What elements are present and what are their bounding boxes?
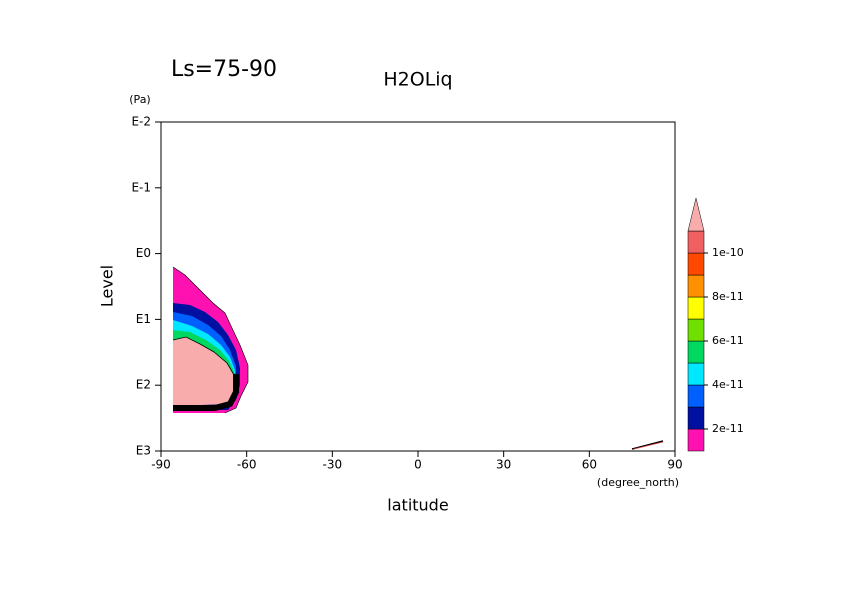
y-tick-label: E1 — [136, 312, 151, 326]
y-tick-label: E0 — [136, 246, 151, 260]
chart-title: H2OLiq — [383, 69, 452, 91]
colorbar-tick-label: 4e-11 — [712, 378, 744, 391]
colorbar-segment — [687, 428, 705, 452]
x-tick-label: -30 — [323, 458, 343, 472]
subtitle: Ls=75-90 — [171, 57, 277, 82]
x-unit: (degree_north) — [597, 476, 679, 489]
y-tick-label: E3 — [136, 444, 151, 458]
contour-fill — [173, 337, 234, 406]
y-tick-label: E-1 — [131, 180, 151, 194]
x-tick-label: 30 — [496, 458, 511, 472]
y-tick-label: E2 — [136, 378, 151, 392]
x-tick-label: -90 — [151, 458, 171, 472]
colorbar-segment — [687, 252, 705, 276]
x-tick-label: 60 — [582, 458, 597, 472]
colorbar-segment — [687, 230, 705, 254]
y-axis-label: Level — [98, 265, 117, 307]
contour-line — [173, 374, 239, 411]
colorbar-segment — [687, 274, 705, 298]
x-axis-label: latitude — [387, 496, 448, 515]
contour-line — [631, 440, 664, 450]
x-tick-label: 90 — [667, 458, 682, 472]
colorbar-extend — [687, 197, 705, 232]
contour-line — [172, 266, 249, 414]
y-unit: (Pa) — [129, 93, 150, 106]
colorbar-segment — [687, 318, 705, 342]
colorbar-tick-label: 2e-11 — [712, 422, 744, 435]
y-tick-label: E-2 — [131, 115, 151, 129]
colorbar-tick-label: 6e-11 — [712, 334, 744, 347]
colorbar-segment — [687, 362, 705, 386]
x-tick-label: -60 — [237, 458, 257, 472]
contour-line — [633, 441, 664, 450]
plot-area — [172, 266, 249, 414]
colorbar-segment — [687, 296, 705, 320]
colorbar-tick-label: 1e-10 — [712, 246, 744, 259]
x-tick-label: 0 — [414, 458, 422, 472]
colorbar-segment — [687, 406, 705, 430]
colorbar-segment — [687, 340, 705, 364]
colorbar-tick-label: 8e-11 — [712, 290, 744, 303]
colorbar-segment — [687, 384, 705, 408]
